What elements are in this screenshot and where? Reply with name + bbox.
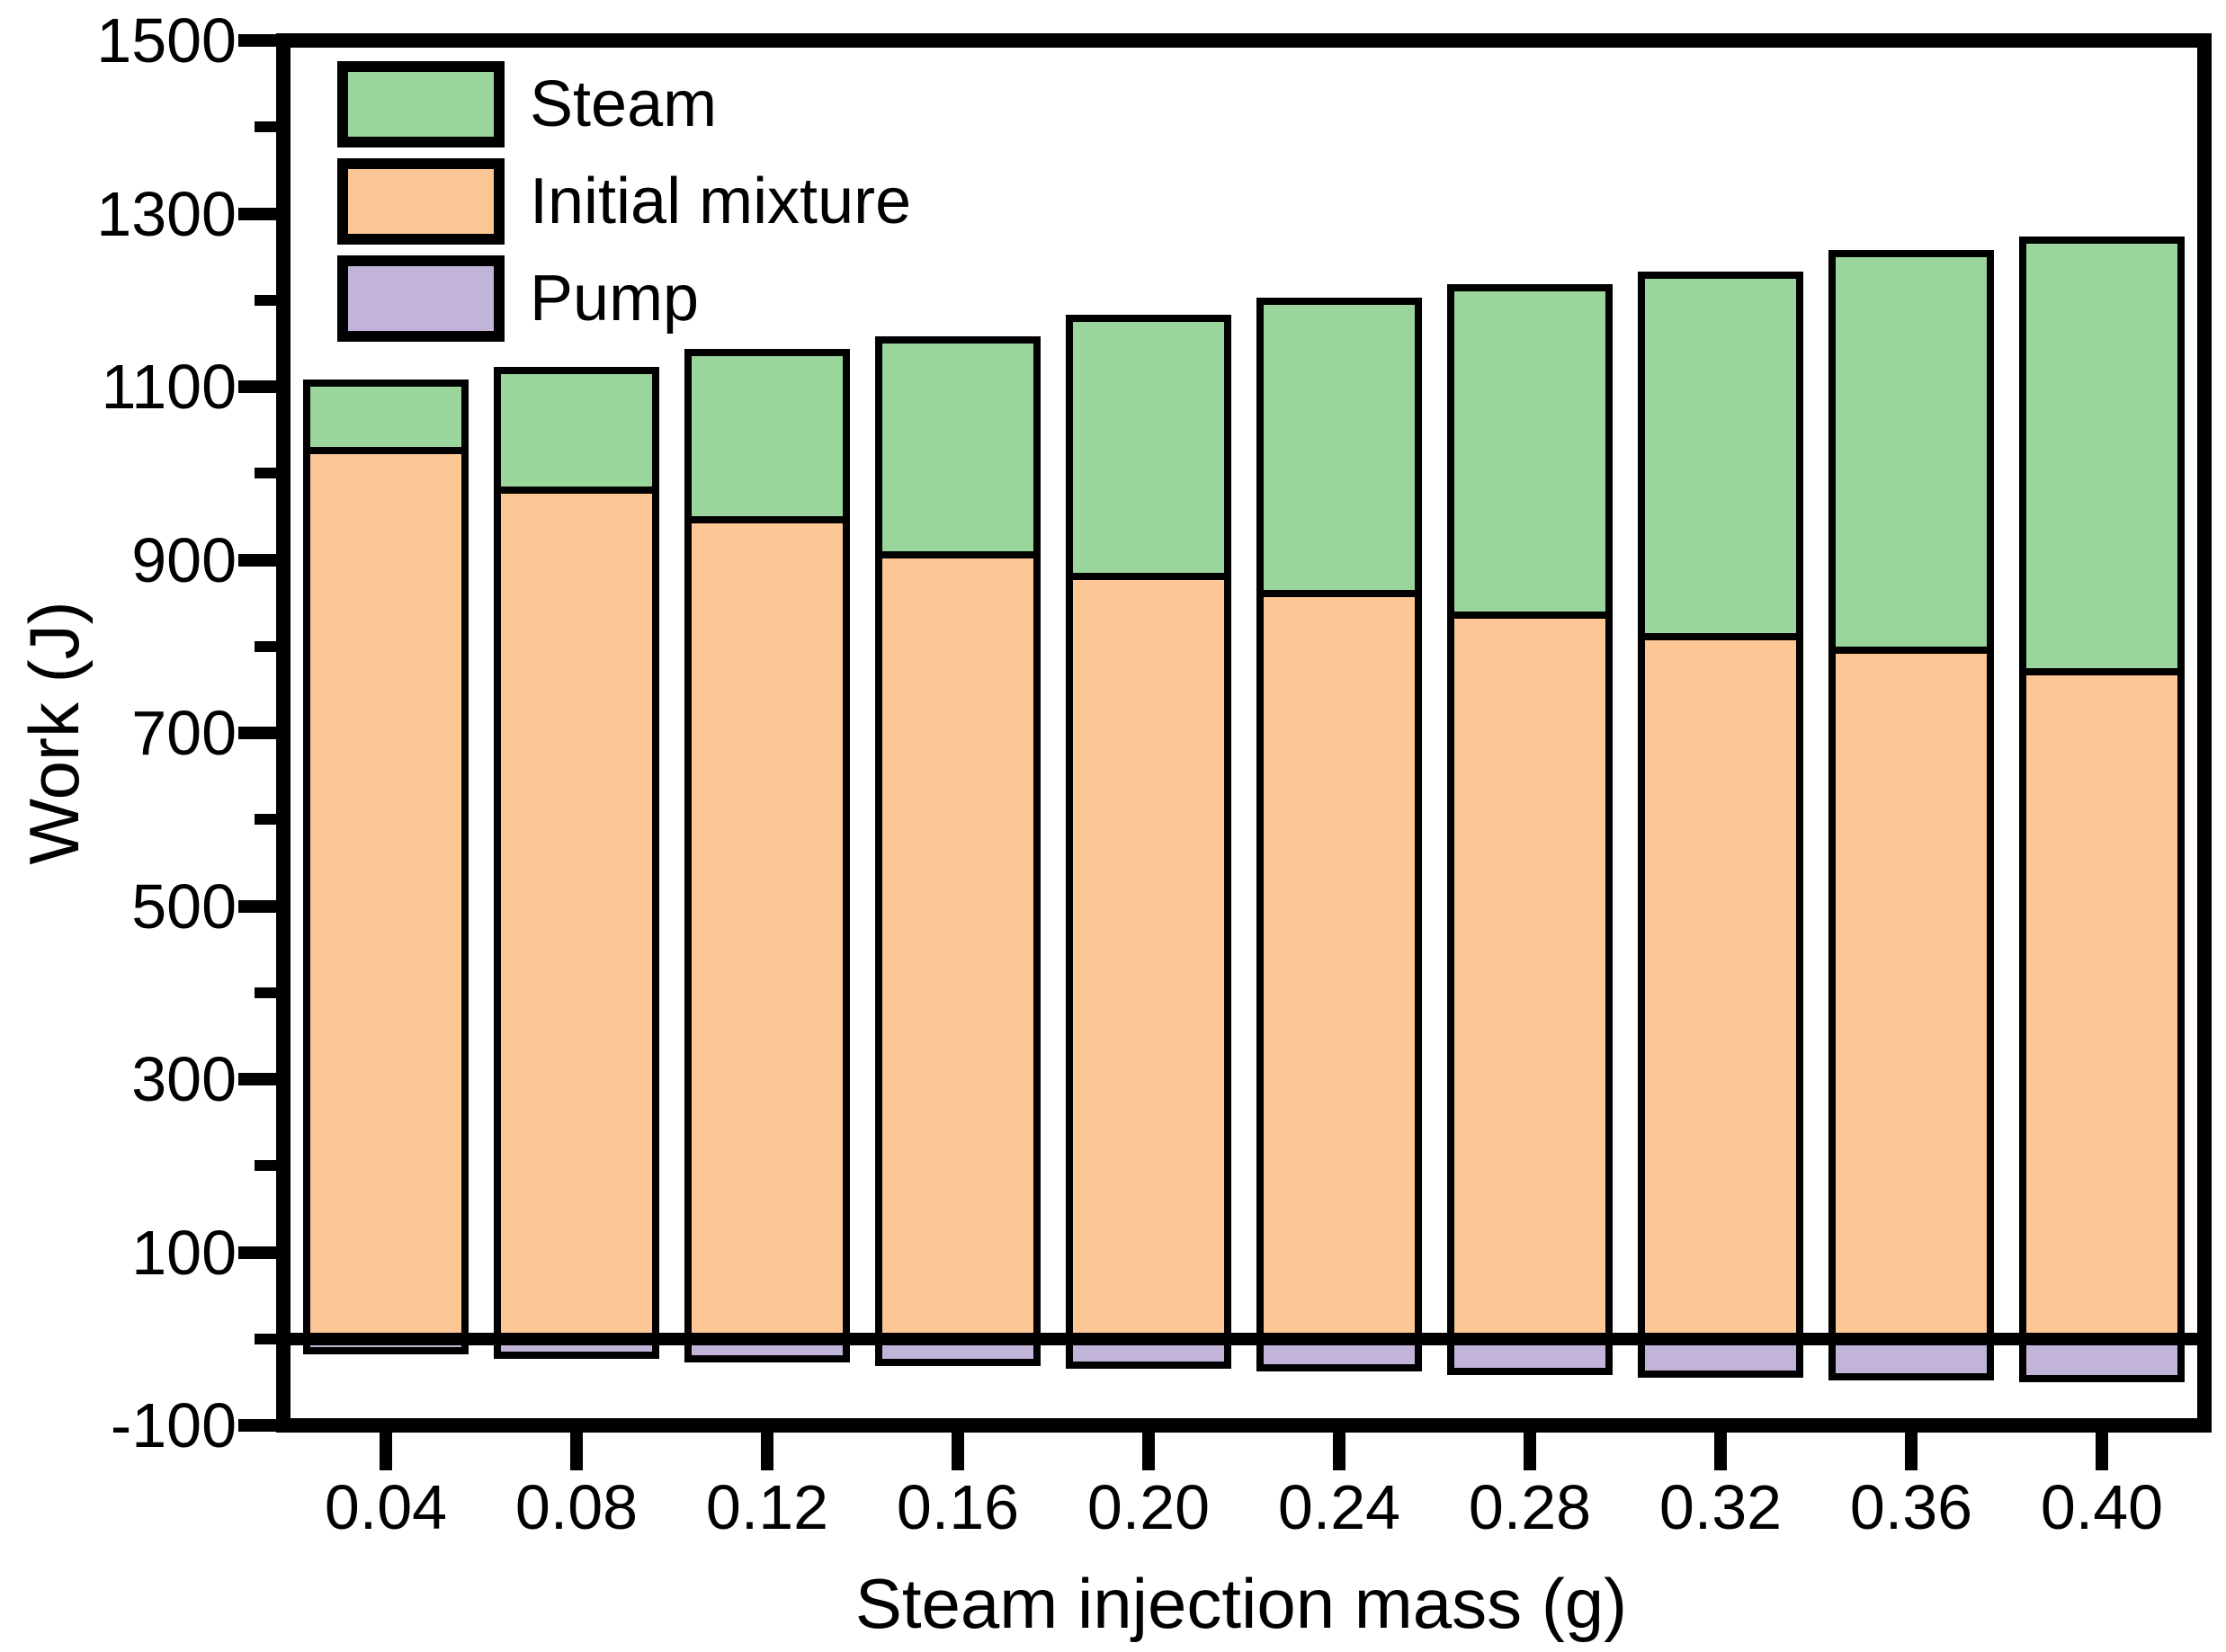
bar-segment-steam bbox=[303, 380, 469, 455]
y-axis-minor-tick bbox=[255, 1333, 276, 1344]
x-tick-label: 0.28 bbox=[1468, 1472, 1592, 1542]
x-tick-label: 0.40 bbox=[2040, 1472, 2164, 1542]
y-tick-label: 1100 bbox=[101, 352, 237, 422]
y-axis-minor-tick bbox=[255, 121, 276, 133]
x-axis-tick bbox=[2096, 1433, 2108, 1470]
bar-segment-steam bbox=[684, 349, 850, 524]
bar-segment-initial-mixture bbox=[684, 511, 850, 1344]
y-axis-minor-tick bbox=[255, 814, 276, 826]
y-axis-major-tick bbox=[238, 1073, 276, 1085]
bar-segment-steam bbox=[875, 335, 1041, 558]
x-tick-label: 0.32 bbox=[1658, 1472, 1783, 1542]
x-axis-tick bbox=[761, 1433, 773, 1470]
x-axis-tick bbox=[570, 1433, 583, 1470]
y-tick-label: 300 bbox=[131, 1044, 237, 1114]
y-tick-label: 1500 bbox=[96, 5, 237, 76]
x-tick-label: 0.04 bbox=[324, 1472, 448, 1542]
y-axis-major-tick bbox=[238, 1246, 276, 1259]
y-axis-minor-tick bbox=[255, 987, 276, 998]
bar-segment-initial-mixture bbox=[303, 442, 469, 1344]
x-axis-tick bbox=[1524, 1433, 1536, 1470]
pump-swatch-icon bbox=[337, 255, 505, 342]
y-tick-label: 100 bbox=[131, 1217, 237, 1288]
x-axis-tick bbox=[380, 1433, 392, 1470]
bar-segment-steam bbox=[494, 366, 659, 494]
legend-label-initial-mixture: Initial mixture bbox=[530, 165, 912, 237]
legend-label-steam: Steam bbox=[530, 68, 718, 140]
y-tick-label: 700 bbox=[131, 698, 237, 768]
y-tick-label: 500 bbox=[131, 871, 237, 942]
x-axis-tick bbox=[1333, 1433, 1345, 1470]
y-axis-major-tick bbox=[238, 207, 276, 220]
bar-segment-steam bbox=[1447, 284, 1613, 620]
steam-swatch-icon bbox=[337, 61, 505, 147]
bar-segment-initial-mixture bbox=[2019, 662, 2185, 1344]
x-tick-label: 0.24 bbox=[1277, 1472, 1401, 1542]
bar-segment-steam bbox=[2019, 237, 2185, 675]
bar-segment-initial-mixture bbox=[1447, 606, 1613, 1344]
y-tick-label: 900 bbox=[131, 524, 237, 595]
y-axis-minor-tick bbox=[255, 1160, 276, 1172]
bar-segment-initial-mixture bbox=[1828, 640, 1994, 1344]
x-axis-title: Steam injection mass (g) bbox=[854, 1564, 1628, 1643]
legend-item-initial-mixture: Initial mixture bbox=[337, 158, 911, 245]
initial-mixture-swatch-icon bbox=[337, 158, 505, 245]
legend: Steam Initial mixture Pump bbox=[337, 61, 911, 353]
legend-item-steam: Steam bbox=[337, 61, 911, 147]
legend-item-pump: Pump bbox=[337, 255, 911, 342]
plot-area: Steam Initial mixture Pump 0.04 0.08 0.12 0… bbox=[96, 9, 2197, 1541]
bar-segment-steam bbox=[1256, 297, 1422, 598]
bar-segment-initial-mixture bbox=[494, 480, 659, 1344]
y-axis-title: Work (J) bbox=[14, 601, 94, 865]
bar-segment-initial-mixture bbox=[1256, 585, 1422, 1344]
y-axis-major-tick bbox=[238, 899, 276, 913]
x-axis-tick bbox=[1714, 1433, 1727, 1470]
x-axis-tick bbox=[1905, 1433, 1918, 1470]
y-tick-label: 1300 bbox=[96, 178, 237, 249]
y-axis-major-tick bbox=[238, 380, 276, 393]
y-axis-major-tick bbox=[238, 1419, 276, 1432]
bar-segment-initial-mixture bbox=[875, 545, 1041, 1344]
y-tick-label: -100 bbox=[110, 1390, 237, 1460]
bar-segment-steam bbox=[1066, 314, 1231, 580]
x-tick-label: 0.36 bbox=[1849, 1472, 1973, 1542]
x-tick-label: 0.20 bbox=[1086, 1472, 1211, 1542]
x-tick-label: 0.12 bbox=[705, 1472, 829, 1542]
y-axis-minor-tick bbox=[255, 294, 276, 306]
y-axis-minor-tick bbox=[255, 640, 276, 652]
y-axis-minor-tick bbox=[255, 468, 276, 479]
bar-segment-steam bbox=[1638, 271, 1803, 641]
y-axis-major-tick bbox=[238, 553, 276, 567]
zero-baseline bbox=[291, 1332, 2197, 1345]
bar-segment-steam bbox=[1828, 249, 1994, 654]
x-axis-tick bbox=[1142, 1433, 1155, 1470]
bar-segment-initial-mixture bbox=[1066, 567, 1231, 1344]
y-axis-major-tick bbox=[238, 727, 276, 739]
legend-label-pump: Pump bbox=[530, 263, 700, 335]
x-axis-tick bbox=[952, 1433, 964, 1470]
x-tick-label: 0.16 bbox=[896, 1472, 1020, 1542]
bar-segment-initial-mixture bbox=[1638, 628, 1803, 1344]
x-tick-label: 0.08 bbox=[514, 1472, 639, 1542]
y-axis-major-tick bbox=[238, 34, 276, 47]
